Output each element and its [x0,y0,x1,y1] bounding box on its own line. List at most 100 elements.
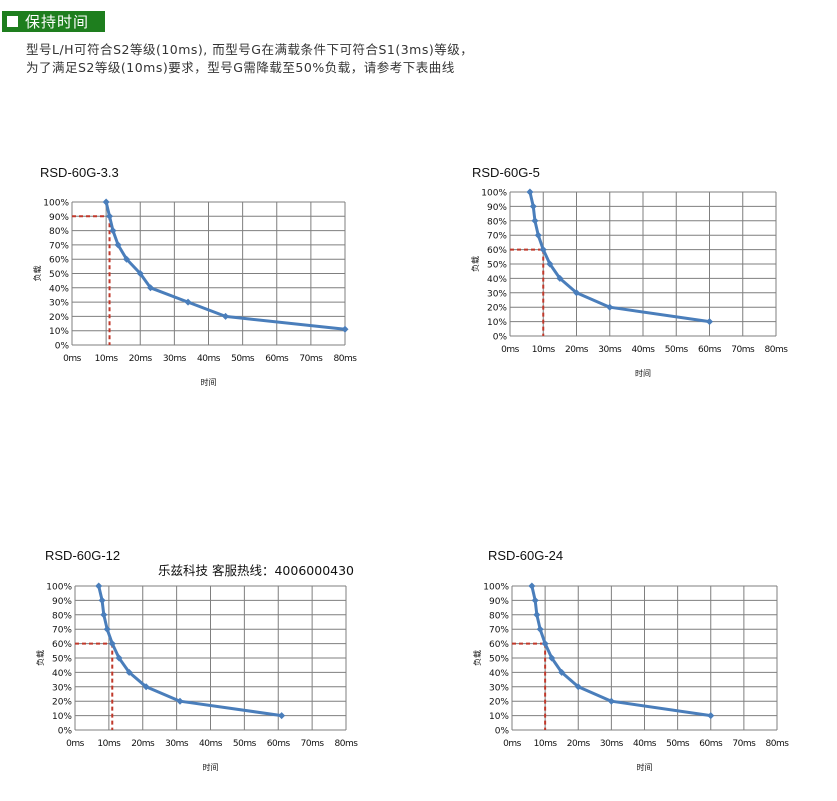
data-point [341,325,349,333]
series-line [97,585,282,718]
y-tick-label: 90% [49,213,69,223]
x-tick-label: 40ms [197,354,221,364]
y-tick-label: 20% [52,698,72,708]
y-tick-label: 10% [52,712,72,722]
x-tick-label: 40ms [633,739,657,749]
y-tick-label: 80% [489,611,509,621]
y-tick-label: 60% [489,640,509,650]
data-point [125,668,133,676]
x-tick-label: 50ms [665,345,689,355]
x-tick-label: 80ms [335,739,359,749]
data-point [184,298,192,306]
y-tick-label: 70% [52,626,72,636]
x-tick-label: 70ms [301,739,325,749]
x-tick-label: 30ms [600,739,624,749]
chart-title-24v: RSD-60G-24 [488,548,564,563]
data-point [534,231,542,239]
y-tick-label: 100% [483,583,509,593]
x-tick-label: 70ms [732,739,756,749]
x-tick-label: 20ms [567,739,591,749]
x-tick-label: 10ms [95,354,119,364]
x-tick-label: 30ms [598,345,622,355]
y-axis-label: 负载 [32,266,42,282]
y-tick-label: 90% [487,203,507,213]
data-point [531,596,539,604]
y-tick-label: 10% [487,318,507,328]
y-tick-label: 30% [52,683,72,693]
section-title: 保持时间 [25,13,90,31]
x-tick-label: 40ms [199,739,223,749]
chart-rsd-60g-3v3: 0% 10% 20% 30% 40% 50% 60% 70% 80% 90% 100% 0ms 10ms… [32,198,358,387]
data-point [176,697,184,705]
y-tick-label: 50% [52,655,72,665]
data-point [123,255,131,263]
x-tick-label: 50ms [666,739,690,749]
chart-rsd-60g-12v: 0% 10% 20% 30% 40% 50% 60% 70% 80% 90% 100% 0ms 10ms… [35,582,359,772]
data-point [115,654,123,662]
data-point [546,260,554,268]
checkbox-square-icon [7,16,18,27]
x-tick-label: 0ms [63,354,81,364]
y-tick-label: 70% [489,626,509,636]
y-tick-label: 80% [49,227,69,237]
x-tick-label: 10ms [97,739,121,749]
y-tick-label: 0% [58,727,73,737]
x-tick-label: 0ms [66,739,84,749]
chart-rsd-60g-5v: 0% 10% 20% 30% 40% 50% 60% 70% 80% 90% 100% 0ms 10ms… [470,188,789,378]
data-point [146,284,154,292]
y-tick-label: 60% [52,640,72,650]
x-axis-label: 时间 [637,762,653,772]
hotline-text: 乐兹科技 客服热线：4006000430 [158,563,355,578]
data-point [108,640,116,648]
x-axis-label: 时间 [635,368,651,378]
data-point [558,668,566,676]
y-tick-label: 80% [487,217,507,227]
x-tick-label: 10ms [532,345,556,355]
data-point [95,582,103,590]
data-point [142,683,150,691]
x-tick-label: 20ms [129,354,153,364]
x-tick-label: 60ms [699,739,723,749]
data-point [103,625,111,633]
y-tick-label: 0% [55,342,70,352]
data-point [536,625,544,633]
data-point [533,611,541,619]
x-tick-label: 0ms [503,739,521,749]
y-tick-label: 40% [52,669,72,679]
data-point [539,246,547,254]
x-tick-label: 80ms [334,354,358,364]
y-tick-label: 0% [495,727,510,737]
description-line-1: 型号L/H可符合S2等级(10ms), 而型号G在满载条件下可符合S1(3ms)… [26,42,474,57]
y-axis-label: 负载 [35,650,45,666]
y-tick-label: 50% [49,270,69,280]
y-tick-label: 40% [487,275,507,285]
x-tick-label: 70ms [731,345,755,355]
series-line [528,191,710,324]
y-tick-label: 60% [49,256,69,266]
x-tick-label: 30ms [165,739,189,749]
data-point [548,654,556,662]
x-tick-label: 70ms [299,354,323,364]
x-tick-label: 50ms [233,739,257,749]
data-point [531,217,539,225]
y-tick-label: 0% [493,333,508,343]
y-tick-label: 100% [481,189,507,199]
data-point [541,640,549,648]
y-tick-label: 70% [49,241,69,251]
y-axis-label: 负载 [472,650,482,666]
description: 型号L/H可符合S2等级(10ms), 而型号G在满载条件下可符合S1(3ms)… [26,41,473,77]
y-tick-label: 30% [489,683,509,693]
y-tick-label: 50% [487,261,507,271]
y-tick-label: 10% [489,712,509,722]
chart-title-5v: RSD-60G-5 [472,165,540,180]
y-tick-label: 30% [49,299,69,309]
x-tick-label: 30ms [163,354,187,364]
data-point [707,712,715,720]
data-point [528,582,536,590]
data-point [526,188,534,196]
x-tick-label: 60ms [698,345,722,355]
data-point [114,241,122,249]
x-tick-label: 80ms [766,739,790,749]
y-axis-label: 负载 [470,256,480,272]
y-tick-label: 60% [487,246,507,256]
